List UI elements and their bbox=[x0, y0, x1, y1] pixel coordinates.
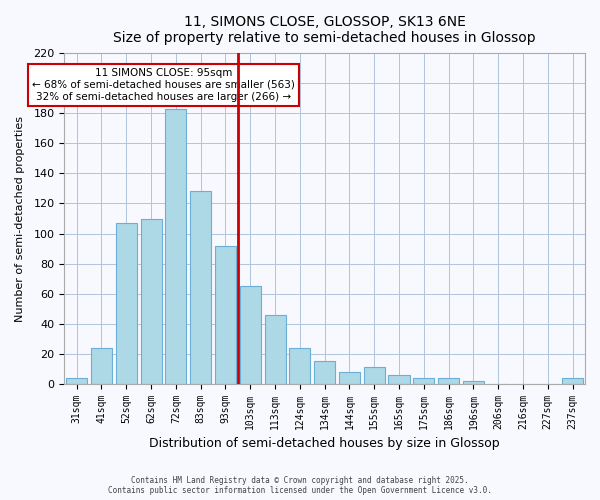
Bar bbox=[463, 380, 484, 384]
Y-axis label: Number of semi-detached properties: Number of semi-detached properties bbox=[15, 116, 25, 322]
Bar bbox=[438, 378, 459, 384]
Bar bbox=[116, 223, 137, 384]
Bar bbox=[339, 372, 360, 384]
Bar bbox=[413, 378, 434, 384]
Bar bbox=[562, 378, 583, 384]
Text: 11 SIMONS CLOSE: 95sqm
← 68% of semi-detached houses are smaller (563)
32% of se: 11 SIMONS CLOSE: 95sqm ← 68% of semi-det… bbox=[32, 68, 295, 102]
Bar bbox=[265, 314, 286, 384]
Bar bbox=[190, 192, 211, 384]
Bar bbox=[215, 246, 236, 384]
Title: 11, SIMONS CLOSE, GLOSSOP, SK13 6NE
Size of property relative to semi-detached h: 11, SIMONS CLOSE, GLOSSOP, SK13 6NE Size… bbox=[113, 15, 536, 45]
Bar bbox=[314, 361, 335, 384]
Bar bbox=[140, 218, 161, 384]
Bar bbox=[66, 378, 87, 384]
Bar bbox=[240, 286, 261, 384]
Text: Contains HM Land Registry data © Crown copyright and database right 2025.
Contai: Contains HM Land Registry data © Crown c… bbox=[108, 476, 492, 495]
Bar bbox=[91, 348, 112, 384]
Bar bbox=[166, 109, 187, 384]
Bar bbox=[289, 348, 310, 384]
X-axis label: Distribution of semi-detached houses by size in Glossop: Distribution of semi-detached houses by … bbox=[149, 437, 500, 450]
Bar bbox=[364, 367, 385, 384]
Bar bbox=[388, 374, 410, 384]
